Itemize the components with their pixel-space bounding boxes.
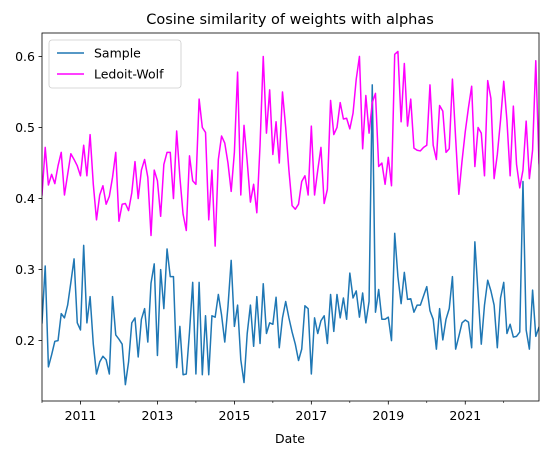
series-line-ledoit-wolf — [42, 50, 539, 247]
legend-label: Sample — [94, 46, 141, 61]
chart-title: Cosine similarity of weights with alphas — [146, 12, 434, 28]
legend: Sample Ledoit-Wolf — [48, 39, 182, 89]
y-tick-label: 0.2 — [15, 333, 35, 348]
y-tick-label: 0.4 — [15, 191, 35, 206]
x-tick-label: 2017 — [295, 408, 327, 423]
y-tick-label: 0.3 — [15, 262, 35, 277]
x-tick-label: 2013 — [142, 408, 174, 423]
y-tick-label: 0.5 — [15, 120, 35, 135]
x-tick-label: 2015 — [218, 408, 250, 423]
legend-box — [48, 39, 182, 89]
x-tick-label: 2011 — [65, 408, 97, 423]
x-axis-label: Date — [275, 431, 305, 446]
x-tick-label: 2021 — [449, 408, 481, 423]
y-tick-label: 0.6 — [15, 49, 35, 64]
x-tick-label: 2019 — [372, 408, 404, 423]
legend-label: Ledoit-Wolf — [94, 67, 164, 82]
plot-frame — [41, 32, 540, 402]
plot-area: 2011 2013 2015 2017 2019 2021 0.2 0.3 0.4 0.5 0.6 — [15, 32, 540, 423]
series-line-sample — [42, 84, 539, 386]
